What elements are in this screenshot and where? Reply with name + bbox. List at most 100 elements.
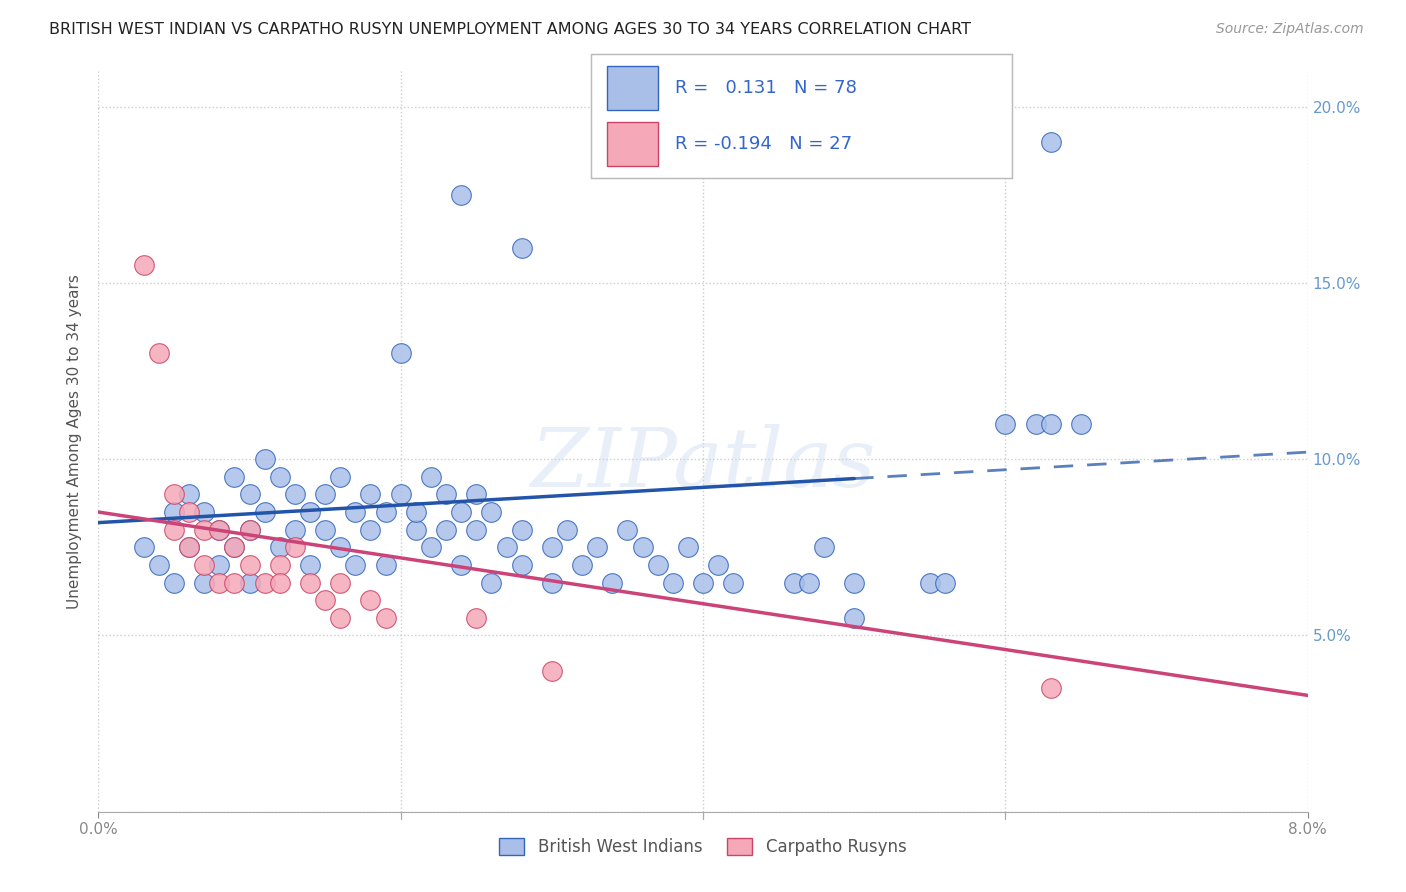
Point — [844, 611, 866, 625]
Point — [510, 558, 533, 572]
Point — [344, 558, 367, 572]
Point — [465, 487, 488, 501]
Point — [284, 487, 307, 501]
Point — [253, 505, 276, 519]
Point — [434, 523, 457, 537]
Point — [132, 258, 155, 272]
Y-axis label: Unemployment Among Ages 30 to 34 years: Unemployment Among Ages 30 to 34 years — [67, 274, 83, 609]
Point — [844, 575, 866, 590]
Point — [692, 575, 714, 590]
Point — [284, 541, 307, 555]
Point — [284, 523, 307, 537]
Point — [540, 575, 562, 590]
Point — [813, 541, 835, 555]
Point — [329, 541, 352, 555]
Point — [1039, 417, 1062, 431]
Point — [465, 523, 488, 537]
Point — [193, 575, 215, 590]
Point — [132, 541, 155, 555]
Point — [193, 505, 215, 519]
Point — [450, 187, 472, 202]
Point — [1039, 681, 1062, 696]
Point — [360, 523, 382, 537]
Point — [420, 541, 443, 555]
Point — [676, 541, 699, 555]
Point — [239, 487, 262, 501]
Point — [329, 611, 352, 625]
Legend: British West Indians, Carpatho Rusyns: British West Indians, Carpatho Rusyns — [494, 831, 912, 863]
Point — [540, 664, 562, 678]
Point — [797, 575, 820, 590]
Bar — [607, 122, 658, 166]
Point — [299, 558, 322, 572]
Point — [329, 575, 352, 590]
Point — [193, 523, 215, 537]
Point — [389, 346, 412, 360]
Point — [510, 241, 533, 255]
Point — [269, 470, 291, 484]
Point — [434, 487, 457, 501]
Point — [647, 558, 669, 572]
Text: Source: ZipAtlas.com: Source: ZipAtlas.com — [1216, 22, 1364, 37]
Point — [661, 575, 683, 590]
Point — [239, 523, 262, 537]
Point — [540, 541, 562, 555]
Point — [253, 452, 276, 467]
Point — [208, 523, 231, 537]
Point — [179, 505, 201, 519]
Point — [314, 523, 336, 537]
Point — [934, 575, 956, 590]
Point — [389, 487, 412, 501]
Point — [631, 541, 654, 555]
Point — [269, 558, 291, 572]
Point — [163, 505, 186, 519]
Point — [269, 575, 291, 590]
Point — [555, 523, 578, 537]
Bar — [607, 66, 658, 110]
Point — [253, 575, 276, 590]
Point — [314, 487, 336, 501]
Point — [163, 575, 186, 590]
Point — [299, 575, 322, 590]
Point — [148, 346, 170, 360]
Point — [360, 593, 382, 607]
Point — [239, 558, 262, 572]
Text: R =   0.131   N = 78: R = 0.131 N = 78 — [675, 78, 856, 97]
Point — [344, 505, 367, 519]
Point — [208, 575, 231, 590]
Point — [208, 523, 231, 537]
Point — [571, 558, 593, 572]
Point — [163, 487, 186, 501]
Point — [616, 523, 638, 537]
Text: BRITISH WEST INDIAN VS CARPATHO RUSYN UNEMPLOYMENT AMONG AGES 30 TO 34 YEARS COR: BRITISH WEST INDIAN VS CARPATHO RUSYN UN… — [49, 22, 972, 37]
Point — [239, 575, 262, 590]
Point — [360, 487, 382, 501]
Point — [224, 541, 246, 555]
Point — [269, 541, 291, 555]
Point — [510, 523, 533, 537]
Point — [299, 505, 322, 519]
Point — [450, 505, 472, 519]
Point — [465, 611, 488, 625]
Point — [208, 558, 231, 572]
Point — [374, 611, 396, 625]
Point — [314, 593, 336, 607]
Point — [481, 575, 503, 590]
Point — [374, 558, 396, 572]
Point — [450, 558, 472, 572]
Point — [723, 575, 745, 590]
Text: R = -0.194   N = 27: R = -0.194 N = 27 — [675, 135, 852, 153]
Point — [1039, 135, 1062, 149]
Point — [224, 541, 246, 555]
Point — [148, 558, 170, 572]
Point — [374, 505, 396, 519]
Point — [1025, 417, 1047, 431]
Point — [918, 575, 941, 590]
Point — [329, 470, 352, 484]
Point — [420, 470, 443, 484]
Point — [179, 487, 201, 501]
Point — [994, 417, 1017, 431]
Point — [707, 558, 730, 572]
Point — [495, 541, 517, 555]
Point — [405, 523, 427, 537]
